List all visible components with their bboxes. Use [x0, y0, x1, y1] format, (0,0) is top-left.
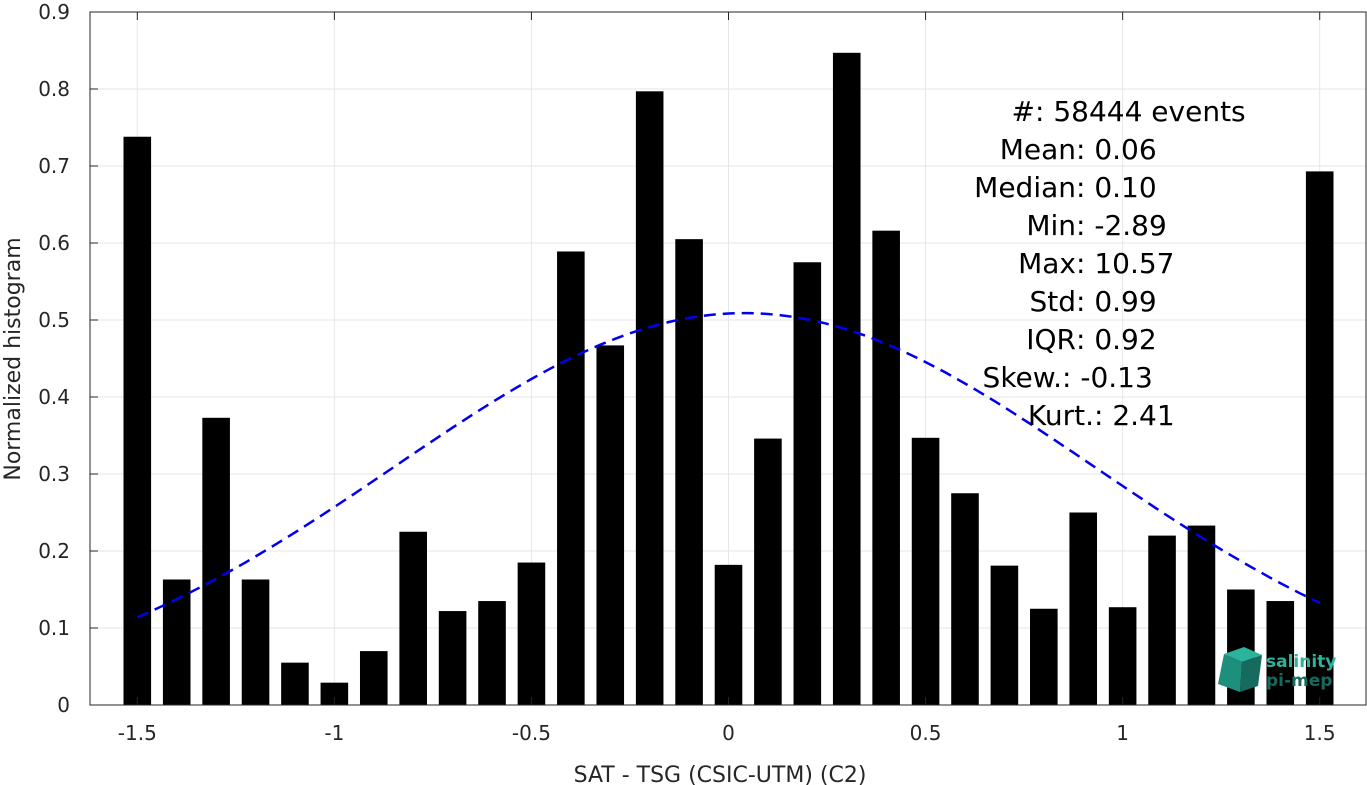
y-tick-labels: 0 0.1 0.2 0.3 0.4 0.5 0.6 0.7 0.8 0.9	[38, 0, 70, 717]
bar-30	[1305, 171, 1334, 705]
x-tick-label-5: 1	[1116, 721, 1129, 745]
y-tick-label-8: 0.8	[38, 77, 70, 101]
bar-29	[1266, 601, 1295, 705]
y-tick-label-0: 0	[57, 693, 70, 717]
bar-8	[438, 611, 467, 705]
bar-21	[951, 493, 979, 705]
stat-label-3: Min	[1026, 209, 1076, 242]
y-tick-label-3: 0.3	[38, 462, 70, 486]
bar-13	[635, 91, 664, 705]
salinity-pimep-logo: salinity pi-mep	[1218, 647, 1336, 692]
stat-label-7: Skew.	[983, 361, 1062, 394]
x-tick-label-3: 0	[722, 721, 735, 745]
bar-7	[399, 531, 427, 705]
stat-label-2: Median	[974, 171, 1076, 204]
bar-24	[1069, 512, 1098, 705]
bar-14	[675, 239, 703, 705]
stat-label-5: Std	[1029, 285, 1076, 318]
x-tick-labels: -1.5 -1 -0.5 0 0.5 1 1.5	[118, 721, 1336, 745]
x-tick-label-2: -0.5	[512, 721, 551, 745]
bar-10	[517, 562, 546, 705]
axes	[89, 11, 1367, 706]
logo-cube-top-icon	[1224, 647, 1262, 662]
stat-value-2: : 0.10	[1076, 171, 1157, 204]
x-tick-label-4: 0.5	[910, 721, 942, 745]
stat-value-5: : 0.99	[1076, 285, 1157, 318]
y-tick-label-4: 0.4	[38, 385, 70, 409]
stat-label-0: #	[1012, 95, 1035, 128]
y-tick-label-1: 0.1	[38, 616, 70, 640]
x-tick-label-0: -1.5	[118, 721, 157, 745]
y-tick-label-9: 0.9	[38, 0, 70, 24]
bar-0	[123, 136, 152, 706]
logo-line2: pi-mep	[1266, 671, 1332, 691]
stat-value-0: : 58444 events	[1035, 95, 1246, 128]
stat-value-1: : 0.06	[1076, 133, 1157, 166]
y-tick-label-5: 0.5	[38, 308, 70, 332]
bar-11	[557, 251, 585, 705]
stat-value-6: : 0.92	[1076, 323, 1157, 356]
stat-label-1: Mean	[1000, 133, 1076, 166]
stat-label-8: Kurt.	[1028, 399, 1094, 432]
bar-18	[832, 52, 861, 706]
y-tick-label-2: 0.2	[38, 539, 70, 563]
x-axis-label: SAT - TSG (CSIC-UTM) (C2)	[574, 763, 867, 785]
logo-cube-right-icon	[1240, 655, 1262, 692]
bar-27	[1187, 525, 1216, 705]
bar-17	[793, 262, 822, 705]
bar-23	[1030, 608, 1058, 705]
bar-15	[714, 564, 743, 705]
bar-20	[911, 437, 940, 705]
bar-19	[872, 230, 900, 705]
stat-label-4: Max	[1018, 247, 1076, 280]
bar-26	[1148, 535, 1176, 705]
y-tick-label-7: 0.7	[38, 154, 70, 178]
bar-12	[596, 345, 625, 705]
bar-25	[1108, 607, 1137, 705]
bar-series	[123, 52, 1334, 706]
stat-value-3: : -2.89	[1076, 209, 1167, 242]
logo-cube-left-icon	[1218, 654, 1242, 692]
stat-label-6: IQR	[1026, 323, 1076, 356]
bar-5	[320, 682, 349, 705]
y-axis-label: Normalized histogram	[1, 237, 26, 480]
bar-2	[202, 417, 230, 705]
stat-value-8: : 2.41	[1094, 399, 1175, 432]
logo-line1: salinity	[1266, 652, 1336, 672]
bar-6	[359, 651, 388, 705]
x-tick-label-1: -1	[324, 721, 344, 745]
bar-4	[281, 662, 309, 705]
stat-value-4: : 10.57	[1076, 247, 1175, 280]
bar-9	[478, 601, 506, 705]
x-tick-label-6: 1.5	[1304, 721, 1336, 745]
stat-value-7: : -0.13	[1062, 361, 1153, 394]
bar-22	[990, 565, 1019, 705]
bar-3	[241, 579, 270, 705]
y-tick-label-6: 0.6	[38, 231, 70, 255]
gaussian-fit	[136, 311, 1321, 619]
bar-16	[754, 438, 782, 705]
fit-curve-line	[136, 311, 1321, 619]
